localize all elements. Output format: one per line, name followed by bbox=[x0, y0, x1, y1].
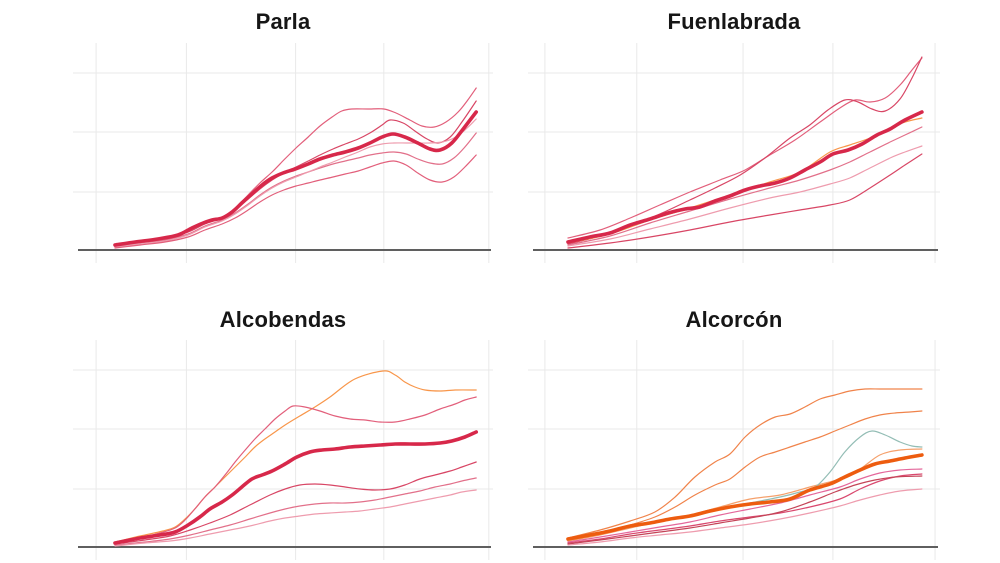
line-highlight-alcobendas bbox=[113, 430, 478, 545]
chart-alcorcón bbox=[528, 340, 940, 560]
line-highlight-alcorcon bbox=[566, 453, 924, 541]
line-background-line-3 bbox=[114, 132, 477, 248]
line-background-line-orange-2 bbox=[567, 410, 923, 541]
chart-alcobendas bbox=[73, 340, 493, 560]
line-background-line-pink-1 bbox=[567, 468, 923, 543]
line-background-line-5 bbox=[114, 154, 477, 249]
chart-title-alcorcon: Alcorcón bbox=[685, 307, 783, 332]
line-background-line-orange bbox=[567, 117, 923, 244]
line-background-line-3 bbox=[114, 477, 477, 546]
chart-title-parla: Parla bbox=[255, 9, 311, 34]
line-background-line-2 bbox=[567, 56, 923, 245]
line-background-line-darkred bbox=[567, 475, 923, 545]
line-background-line-2 bbox=[114, 461, 477, 545]
line-background-line-4 bbox=[114, 489, 477, 547]
line-background-line-4 bbox=[114, 118, 477, 248]
chart-parla bbox=[73, 43, 493, 263]
chart-fuenlabrada bbox=[528, 43, 940, 263]
line-background-line-1 bbox=[114, 396, 477, 544]
line-background-line-1 bbox=[567, 57, 923, 239]
line-background-line-orange-1 bbox=[567, 388, 923, 539]
chart-title-alcobendas: Alcobendas bbox=[219, 307, 347, 332]
line-background-line-4 bbox=[567, 145, 923, 247]
line-background-line-5 bbox=[567, 153, 923, 249]
line-background-line-pink-3 bbox=[567, 488, 923, 546]
line-highlight-parla bbox=[113, 110, 478, 247]
line-highlight-fuenlabrada bbox=[566, 110, 924, 244]
line-background-line-orange-3 bbox=[567, 448, 923, 542]
line-background-line-pink-2 bbox=[567, 473, 923, 544]
chart-title-fuenlabrada: Fuenlabrada bbox=[667, 9, 801, 34]
line-background-line-3 bbox=[567, 126, 923, 246]
